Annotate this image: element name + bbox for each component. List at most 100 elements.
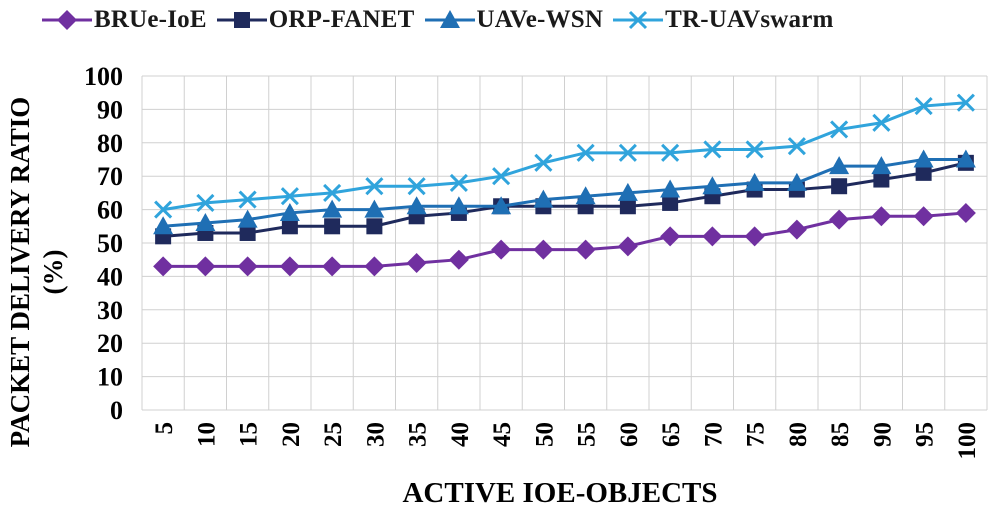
data-point — [703, 140, 722, 159]
data-point — [195, 256, 216, 277]
x-tick-label: 80 — [785, 422, 812, 447]
data-point — [491, 196, 512, 215]
x-tick-label: 90 — [869, 422, 896, 447]
data-point — [439, 10, 460, 28]
data-point — [279, 256, 300, 277]
data-point — [575, 186, 596, 205]
data-point — [575, 239, 596, 260]
x-tick-label: 75 — [743, 422, 770, 447]
legend-label: TR-UAVswarm — [665, 6, 834, 33]
data-point — [366, 218, 383, 235]
y-tick-label: 30 — [97, 296, 123, 325]
data-point — [323, 183, 342, 202]
data-point — [662, 194, 679, 211]
data-point — [913, 149, 934, 168]
data-point — [955, 202, 976, 223]
data-point — [239, 224, 256, 241]
grid — [141, 75, 988, 411]
data-point — [154, 200, 173, 219]
data-point — [744, 226, 765, 247]
x-tick-label: 50 — [531, 422, 558, 447]
data-point — [702, 176, 723, 195]
data-point — [786, 172, 807, 191]
data-point — [744, 172, 765, 191]
x-axis-label: ACTIVE IOE-OBJECTS — [402, 477, 718, 509]
data-point — [872, 113, 891, 132]
data-point — [576, 143, 595, 162]
x-tick-label: 55 — [574, 422, 601, 447]
x-tick-label: 65 — [658, 422, 685, 447]
y-tick-label: 90 — [97, 95, 123, 124]
data-point — [913, 206, 934, 227]
x-tick-label: 30 — [362, 422, 389, 447]
data-point — [322, 199, 343, 218]
data-point — [745, 140, 764, 159]
data-point — [364, 199, 385, 218]
y-tick-label: 80 — [97, 129, 123, 158]
data-point — [281, 218, 298, 235]
data-point — [448, 249, 469, 270]
data-point — [702, 226, 723, 247]
y-tick-label: 40 — [97, 262, 123, 291]
data-point — [448, 196, 469, 215]
x-tick-label: 45 — [489, 422, 516, 447]
data-point — [873, 171, 890, 188]
legend-label: ORP-FANET — [268, 6, 415, 33]
legend-item: UAVe-WSN — [423, 5, 604, 35]
data-point — [57, 10, 77, 30]
data-point — [196, 193, 215, 212]
data-point — [830, 120, 849, 139]
data-point — [233, 12, 250, 28]
data-point — [956, 93, 975, 112]
x-tick-label: 40 — [447, 422, 474, 447]
data-point — [406, 196, 427, 215]
data-point — [238, 190, 257, 209]
data-point — [914, 96, 933, 116]
chart-legend: BRUe-IoE ORP-FANET UAVe-WSN TR-UAVswarm — [40, 0, 995, 40]
data-point — [871, 156, 892, 175]
data-point — [617, 182, 638, 201]
series-uave-wsn — [153, 149, 976, 235]
series-brue-ioe — [153, 202, 976, 277]
x-tick-label: 35 — [405, 422, 432, 447]
legend-item: ORP-FANET — [215, 5, 415, 35]
legend-label: UAVe-WSN — [476, 6, 604, 33]
legend-item: TR-UAVswarm — [611, 5, 833, 35]
x-tick-label: 5 — [151, 422, 178, 435]
series-line — [162, 101, 966, 212]
data-point — [364, 256, 385, 277]
y-tick-label: 70 — [97, 162, 123, 191]
data-point — [322, 256, 343, 277]
y-tick-label: 10 — [97, 363, 123, 392]
data-point — [660, 226, 681, 247]
data-point — [449, 173, 468, 192]
legend-marker-x — [613, 10, 664, 30]
legend-item: BRUe-IoE — [40, 5, 207, 35]
data-point — [619, 198, 636, 215]
data-point — [534, 153, 553, 172]
y-tick-label: 50 — [97, 229, 123, 258]
data-point — [955, 149, 976, 168]
legend-label: BRUe-IoE — [94, 6, 207, 33]
data-point — [660, 179, 681, 198]
x-tick-label: 10 — [193, 422, 220, 447]
data-point — [829, 156, 850, 175]
data-point — [629, 10, 648, 30]
data-point — [618, 143, 637, 162]
x-tick-label: 20 — [278, 422, 305, 447]
legend-marker-diamond — [42, 10, 92, 30]
y-tick-label: 0 — [110, 396, 123, 425]
series-tr-uavswarm — [154, 93, 975, 219]
data-point — [915, 164, 932, 181]
data-point — [153, 256, 174, 277]
x-tick-label: 70 — [700, 422, 727, 447]
data-point — [661, 143, 680, 162]
data-point — [492, 167, 511, 186]
data-point — [279, 202, 300, 221]
y-tick-label: 100 — [84, 62, 123, 91]
x-tick-label: 85 — [827, 422, 854, 447]
y-tick-label: 20 — [97, 329, 123, 358]
data-point — [195, 212, 216, 231]
data-point — [406, 253, 427, 274]
